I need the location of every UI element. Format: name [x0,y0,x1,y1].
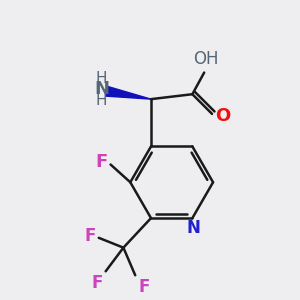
Polygon shape [106,86,151,99]
Text: H: H [96,71,107,86]
Text: O: O [215,107,230,125]
Text: OH: OH [194,50,219,68]
Text: H: H [96,93,107,108]
Text: F: F [95,153,108,171]
Text: N: N [94,80,109,98]
Text: F: F [138,278,150,296]
Text: F: F [84,227,96,245]
Text: N: N [186,219,200,237]
Text: F: F [91,274,103,292]
